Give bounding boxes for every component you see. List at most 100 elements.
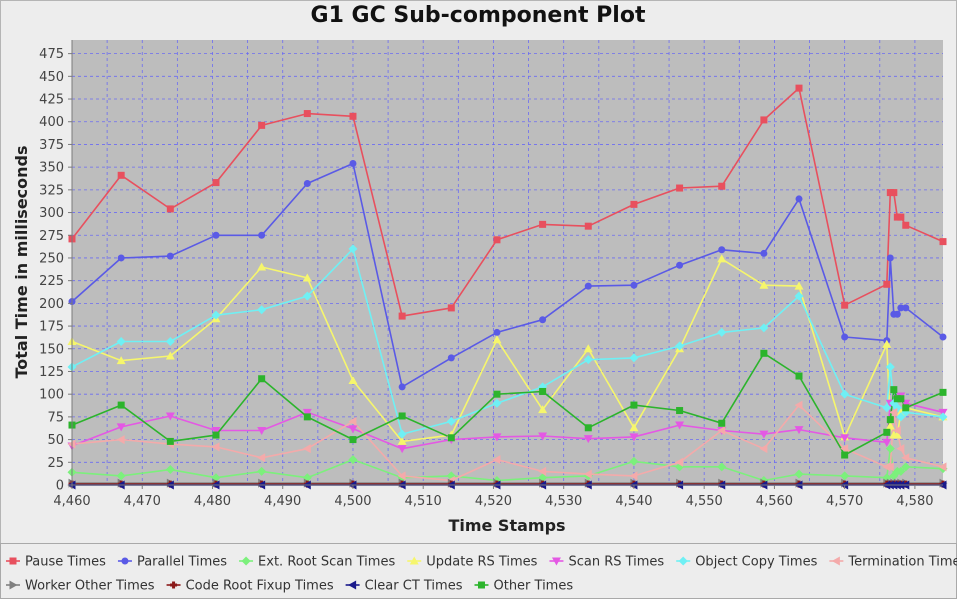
- legend-swatch-marker: [241, 556, 251, 566]
- data-point-ext-root-scan-times: [901, 462, 911, 472]
- data-point-update-rs-times: [492, 335, 502, 344]
- data-point-parallel-times: [886, 254, 894, 262]
- data-point-update-rs-times: [892, 430, 902, 439]
- data-point-object-copy-times: [840, 389, 850, 399]
- data-point-termination-times: [794, 400, 803, 410]
- y-tick-label: 175: [39, 320, 64, 335]
- data-point-pause-times: [584, 222, 592, 230]
- data-point-scan-rs-times: [165, 412, 175, 421]
- data-point-parallel-times: [939, 333, 947, 341]
- x-tick-label: 4,560: [756, 494, 793, 509]
- data-point-object-copy-times: [882, 403, 892, 413]
- data-point-other-times: [795, 372, 803, 380]
- legend-label: Other Times: [493, 579, 573, 594]
- data-point-other-times: [893, 395, 901, 403]
- data-point-scan-rs-times: [882, 438, 892, 447]
- data-point-scan-rs-times: [302, 408, 312, 417]
- y-tick-label: 200: [39, 297, 64, 312]
- y-tick-label: 375: [39, 138, 64, 153]
- y-tick-label: 300: [39, 206, 64, 221]
- y-tick-label: 325: [39, 183, 64, 198]
- data-point-parallel-times: [902, 304, 910, 312]
- legend-label: Pause Times: [25, 555, 106, 570]
- data-point-parallel-times: [258, 231, 266, 239]
- legend: Pause Times Parallel Times Ext. Root Scan …: [6, 555, 957, 594]
- y-tick-label: 50: [47, 433, 64, 448]
- y-tick-label: 25: [47, 456, 64, 471]
- data-point-pause-times: [939, 238, 947, 246]
- data-point-object-copy-times: [257, 305, 267, 315]
- data-point-other-times: [493, 390, 501, 398]
- data-point-object-copy-times: [896, 412, 906, 422]
- y-axis-ticks: 0 25 50 75 100 125 150 175 200 225 250 275 300 325 350…: [39, 47, 72, 494]
- legend-item-termination-times: Termination Times: [829, 555, 957, 570]
- data-point-other-times: [258, 375, 266, 383]
- y-tick-label: 450: [39, 70, 64, 85]
- data-point-pause-times: [258, 121, 266, 129]
- legend-swatch-marker: [678, 556, 688, 566]
- data-point-object-copy-times: [211, 310, 221, 320]
- data-point-ext-root-scan-times: [794, 469, 804, 479]
- data-point-object-copy-times: [717, 327, 727, 337]
- grid: [71, 40, 943, 486]
- data-point-other-times: [447, 434, 455, 442]
- data-point-parallel-times: [212, 231, 220, 239]
- data-point-parallel-times: [760, 249, 768, 257]
- legend-swatch-marker: [9, 580, 18, 590]
- data-point-scan-rs-times: [211, 427, 221, 436]
- y-tick-label: 350: [39, 161, 64, 176]
- data-point-parallel-times: [718, 246, 726, 254]
- data-point-update-rs-times: [302, 273, 312, 282]
- data-point-parallel-times: [166, 252, 174, 260]
- data-point-update-rs-times: [583, 344, 593, 353]
- legend-swatch-marker: [170, 581, 178, 589]
- y-tick-label: 400: [39, 115, 64, 130]
- legend-swatch-marker: [831, 556, 840, 566]
- data-point-update-rs-times: [116, 356, 126, 365]
- legend-item-pause-times: Pause Times: [6, 555, 106, 570]
- legend-item-parallel-times: Parallel Times: [117, 555, 227, 570]
- data-point-pause-times: [117, 171, 125, 179]
- y-tick-label: 475: [39, 47, 64, 62]
- data-point-other-times: [939, 388, 947, 396]
- data-point-parallel-times: [493, 328, 501, 336]
- data-point-parallel-times: [795, 195, 803, 203]
- data-point-ext-root-scan-times: [116, 471, 126, 481]
- data-point-ext-root-scan-times: [717, 462, 727, 472]
- x-tick-label: 4,460: [53, 494, 90, 509]
- data-point-parallel-times: [630, 281, 638, 289]
- data-point-pause-times: [902, 221, 910, 229]
- legend-label: Termination Times: [847, 555, 957, 570]
- data-point-object-copy-times: [794, 291, 804, 301]
- axes: [71, 40, 943, 486]
- data-point-pause-times: [630, 200, 638, 208]
- x-tick-label: 4,540: [615, 494, 652, 509]
- data-point-update-rs-times: [885, 421, 895, 430]
- data-point-other-times: [841, 451, 849, 459]
- legend-item-ext-root-scan-times: Ext. Root Scan Times: [239, 555, 395, 570]
- data-point-scan-rs-times: [759, 430, 769, 439]
- data-point-parallel-times: [398, 383, 406, 391]
- data-point-scan-rs-times: [348, 425, 358, 434]
- x-axis-title: Time Stamps: [448, 516, 565, 535]
- data-point-scan-rs-times: [675, 421, 685, 430]
- x-tick-label: 4,580: [896, 494, 933, 509]
- data-point-termination-times: [116, 435, 125, 445]
- series-markers: [67, 84, 948, 490]
- data-point-pause-times: [676, 184, 684, 192]
- data-point-termination-times: [896, 444, 905, 454]
- x-tick-label: 4,570: [826, 494, 863, 509]
- data-point-update-rs-times: [629, 423, 639, 432]
- data-point-ext-root-scan-times: [896, 466, 906, 476]
- legend-swatch-marker: [409, 556, 419, 565]
- data-point-pause-times: [212, 179, 220, 187]
- data-point-object-copy-times: [116, 337, 126, 347]
- data-point-pause-times: [893, 213, 901, 221]
- data-point-other-times: [117, 401, 125, 409]
- data-point-termination-times: [583, 469, 592, 479]
- data-point-pause-times: [883, 280, 891, 288]
- data-point-update-rs-times: [882, 339, 892, 348]
- data-point-other-times: [890, 386, 898, 394]
- data-point-object-copy-times: [759, 323, 769, 333]
- data-point-termination-times: [759, 444, 768, 454]
